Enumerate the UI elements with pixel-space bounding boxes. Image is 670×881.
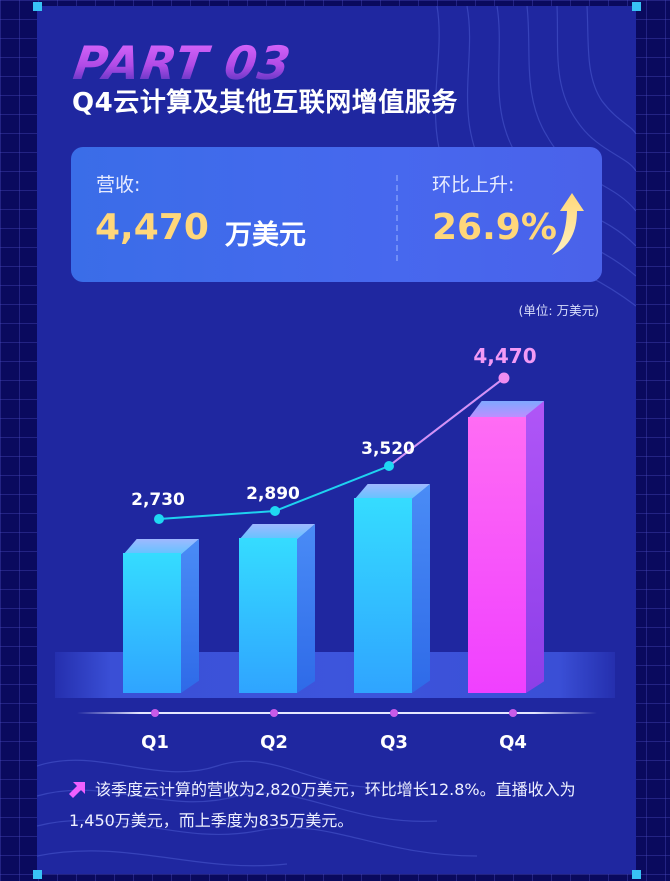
bar-q4 xyxy=(468,401,544,693)
bar-q1 xyxy=(123,539,199,693)
page-title: Q4云计算及其他互联网增值服务 xyxy=(72,88,458,118)
value-label-q1: 2,730 xyxy=(131,490,185,510)
axis-tick-q1 xyxy=(151,709,159,717)
category-label-q1: Q1 xyxy=(141,732,169,753)
footnote-text: 该季度云计算的营收为2,820万美元，环比增长12.8%。直播收入为1,450万… xyxy=(69,780,576,830)
axis-tick-q3 xyxy=(390,709,398,717)
point-q3 xyxy=(384,461,394,471)
value-label-q3: 3,520 xyxy=(361,439,415,459)
x-axis-line xyxy=(77,712,597,714)
revenue-value: 4,470 xyxy=(95,207,209,248)
category-label-q4: Q4 xyxy=(499,732,527,753)
stats-card: 营收: 4,470 万美元 环比上升: 26.9% xyxy=(71,147,602,282)
bar-q3 xyxy=(354,484,430,693)
trend-line xyxy=(154,372,510,524)
growth-value: 26.9% xyxy=(432,207,557,248)
corner-marker-bottom-left xyxy=(33,870,42,879)
value-label-q4: 4,470 xyxy=(473,344,537,368)
arrow-up-right-icon xyxy=(69,782,85,798)
corner-marker-top-left xyxy=(33,2,42,11)
axis-tick-q2 xyxy=(270,709,278,717)
point-q4 xyxy=(498,372,510,384)
bar-q2 xyxy=(239,524,315,693)
infographic-panel: PART 03 Q4云计算及其他互联网增值服务 营收: 4,470 万美元 环比… xyxy=(37,6,636,874)
value-label-q2: 2,890 xyxy=(246,484,300,504)
revenue-unit: 万美元 xyxy=(225,220,306,251)
unit-note: (单位: 万美元) xyxy=(518,303,599,318)
axis-tick-q4 xyxy=(509,709,517,717)
stats-divider xyxy=(396,175,398,261)
point-q1 xyxy=(154,514,164,524)
footnote: 该季度云计算的营收为2,820万美元，环比增长12.8%。直播收入为1,450万… xyxy=(69,774,609,836)
corner-marker-bottom-right xyxy=(632,870,641,879)
category-label-q2: Q2 xyxy=(260,732,288,753)
arrow-up-curved-icon xyxy=(552,193,584,255)
revenue-label: 营收: xyxy=(96,174,141,196)
growth-label: 环比上升: xyxy=(432,174,515,196)
point-q2 xyxy=(270,506,280,516)
category-label-q3: Q3 xyxy=(380,732,408,753)
corner-marker-top-right xyxy=(632,2,641,11)
